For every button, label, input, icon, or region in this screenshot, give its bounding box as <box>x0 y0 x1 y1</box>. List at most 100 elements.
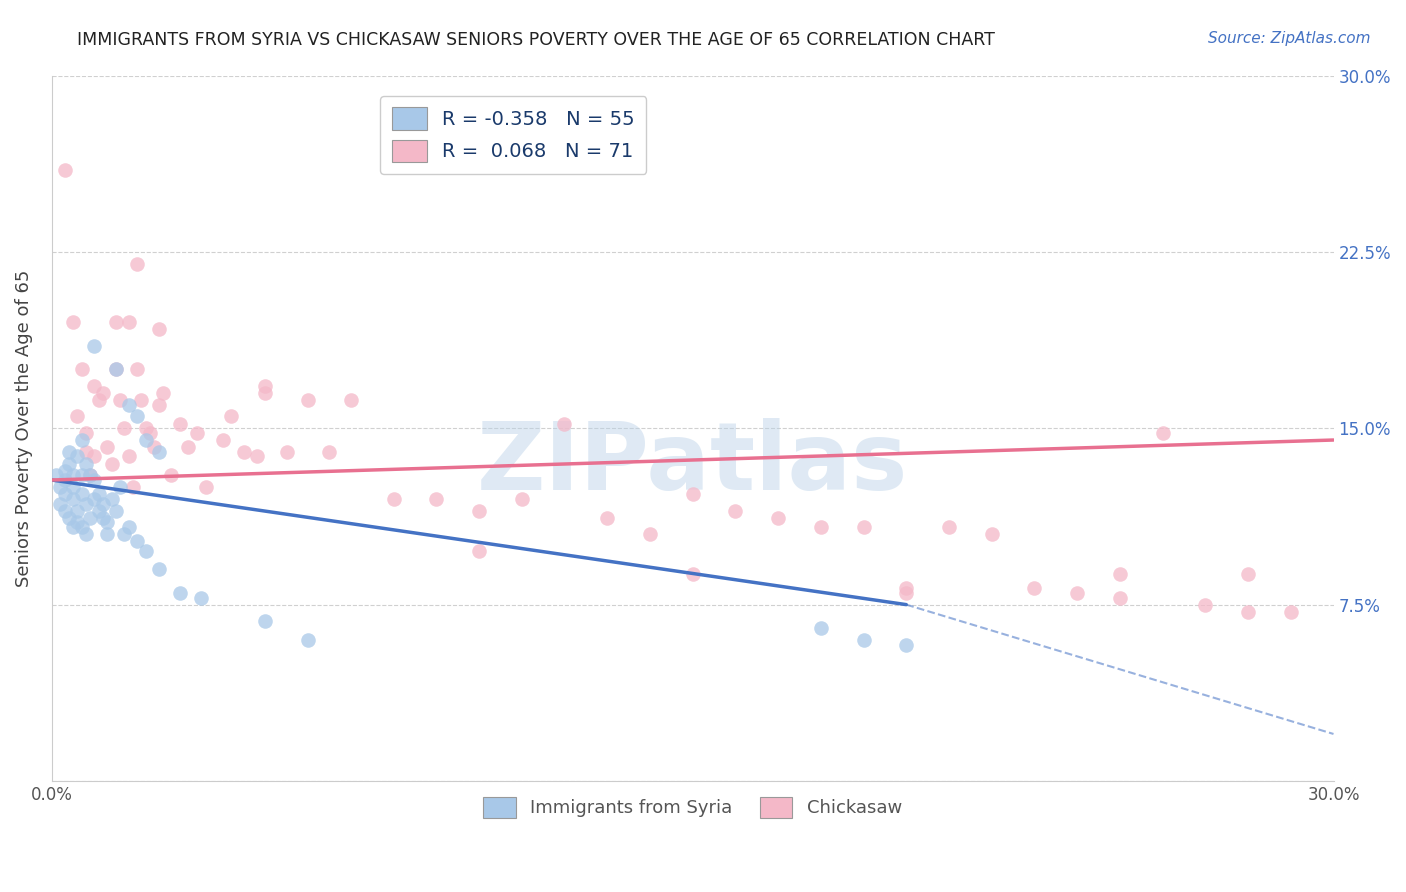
Point <box>108 392 131 407</box>
Point <box>1237 567 1260 582</box>
Point <box>1109 591 1132 605</box>
Point <box>233 444 256 458</box>
Point <box>96 440 118 454</box>
Point <box>724 503 747 517</box>
Point <box>127 257 149 271</box>
Point <box>53 487 76 501</box>
Point <box>53 503 76 517</box>
Point <box>112 421 135 435</box>
Point <box>127 362 149 376</box>
Point <box>148 322 170 336</box>
Point <box>75 527 97 541</box>
Point <box>62 315 84 329</box>
Point <box>118 520 141 534</box>
Point <box>87 503 110 517</box>
Point <box>104 362 127 376</box>
Point <box>118 398 141 412</box>
Point <box>104 315 127 329</box>
Point <box>1066 586 1088 600</box>
Point <box>66 409 89 424</box>
Point <box>91 510 114 524</box>
Point <box>53 473 76 487</box>
Point <box>104 362 127 376</box>
Point <box>127 409 149 424</box>
Point <box>1237 605 1260 619</box>
Point <box>91 386 114 401</box>
Point <box>896 638 918 652</box>
Point <box>83 473 105 487</box>
Point <box>83 491 105 506</box>
Point <box>70 362 93 376</box>
Point <box>139 425 162 440</box>
Point <box>135 433 157 447</box>
Point <box>177 440 200 454</box>
Point <box>318 444 340 458</box>
Point <box>53 162 76 177</box>
Point <box>62 520 84 534</box>
Point <box>219 409 242 424</box>
Point <box>468 503 491 517</box>
Point <box>100 491 122 506</box>
Point <box>66 503 89 517</box>
Y-axis label: Seniors Poverty Over the Age of 65: Seniors Poverty Over the Age of 65 <box>15 269 32 587</box>
Point <box>254 614 277 628</box>
Point <box>45 468 67 483</box>
Point <box>468 543 491 558</box>
Point <box>1024 581 1046 595</box>
Point <box>148 444 170 458</box>
Point <box>297 392 319 407</box>
Point <box>1194 598 1216 612</box>
Point <box>70 433 93 447</box>
Point <box>118 315 141 329</box>
Point <box>938 520 960 534</box>
Point <box>58 457 80 471</box>
Point <box>1152 425 1174 440</box>
Point <box>340 392 363 407</box>
Point <box>79 510 101 524</box>
Point <box>62 480 84 494</box>
Point <box>96 527 118 541</box>
Point <box>112 527 135 541</box>
Point <box>148 562 170 576</box>
Point <box>104 503 127 517</box>
Point <box>160 468 183 483</box>
Point <box>131 392 153 407</box>
Point <box>62 491 84 506</box>
Point <box>70 487 93 501</box>
Point <box>53 464 76 478</box>
Point <box>75 457 97 471</box>
Point <box>91 496 114 510</box>
Point <box>87 487 110 501</box>
Point <box>148 398 170 412</box>
Point <box>75 496 97 510</box>
Point <box>83 339 105 353</box>
Point <box>246 450 269 464</box>
Point <box>70 520 93 534</box>
Point <box>276 444 298 458</box>
Point <box>79 468 101 483</box>
Text: Source: ZipAtlas.com: Source: ZipAtlas.com <box>1208 31 1371 46</box>
Point <box>83 450 105 464</box>
Point <box>79 468 101 483</box>
Point <box>127 534 149 549</box>
Point <box>122 480 145 494</box>
Point <box>1109 567 1132 582</box>
Point <box>169 586 191 600</box>
Point <box>254 379 277 393</box>
Point <box>852 632 875 647</box>
Point <box>58 444 80 458</box>
Point <box>118 450 141 464</box>
Point <box>96 516 118 530</box>
Point <box>58 510 80 524</box>
Point <box>980 527 1002 541</box>
Point <box>682 567 704 582</box>
Point <box>297 632 319 647</box>
Point <box>100 457 122 471</box>
Point <box>75 425 97 440</box>
Text: ZIPatlas: ZIPatlas <box>477 417 908 509</box>
Point <box>425 491 447 506</box>
Point <box>135 421 157 435</box>
Point <box>766 510 789 524</box>
Point <box>87 392 110 407</box>
Point <box>896 586 918 600</box>
